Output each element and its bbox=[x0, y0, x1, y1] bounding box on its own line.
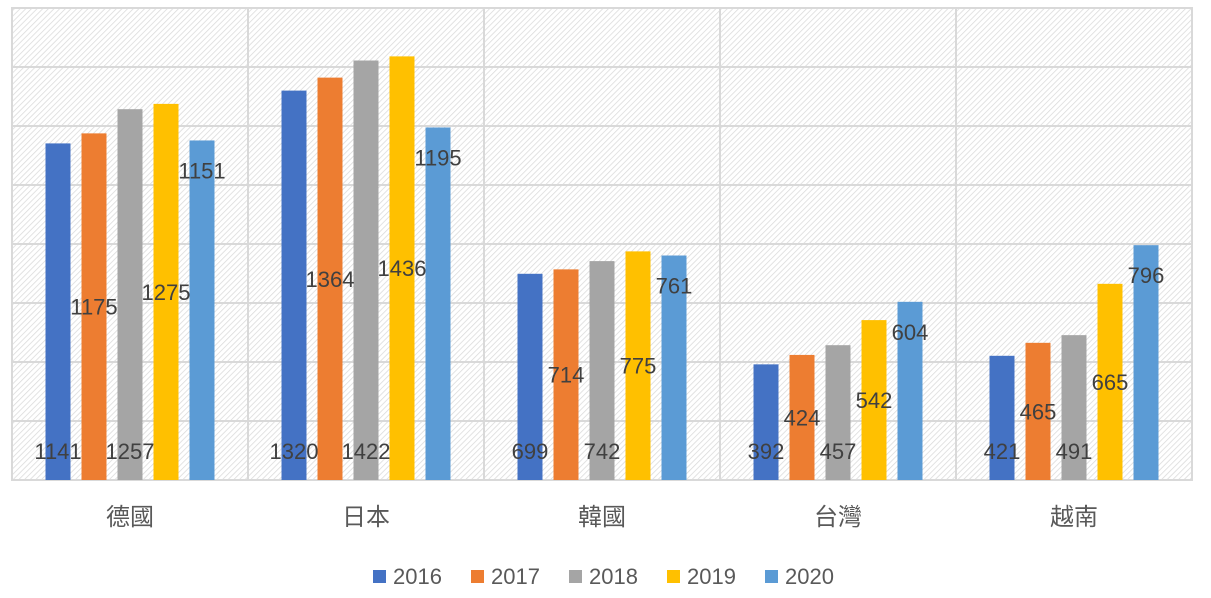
x-tick-label: 台灣 bbox=[814, 504, 862, 531]
bar-2019 bbox=[389, 56, 415, 480]
data-label: 742 bbox=[584, 439, 621, 464]
bar-2018 bbox=[825, 345, 851, 480]
bar-2016 bbox=[753, 364, 779, 480]
data-label: 457 bbox=[820, 439, 857, 464]
legend-label: 2016 bbox=[393, 564, 442, 589]
data-label: 1320 bbox=[270, 439, 319, 464]
legend-label: 2017 bbox=[491, 564, 540, 589]
bar-2017 bbox=[81, 133, 107, 480]
legend-swatch-2016 bbox=[373, 570, 386, 583]
bar-2019 bbox=[625, 251, 651, 480]
bar-2018 bbox=[1061, 335, 1087, 480]
data-label: 424 bbox=[784, 405, 821, 430]
data-label: 1257 bbox=[106, 439, 155, 464]
data-label: 796 bbox=[1128, 263, 1165, 288]
data-label: 1364 bbox=[306, 267, 355, 292]
bar-2020 bbox=[897, 301, 923, 480]
data-label: 1275 bbox=[142, 280, 191, 305]
legend-label: 2020 bbox=[785, 564, 834, 589]
bar-2018 bbox=[117, 109, 143, 480]
bar-2016 bbox=[517, 273, 543, 480]
data-label: 421 bbox=[984, 439, 1021, 464]
bar-2020 bbox=[661, 255, 687, 480]
bar-2018 bbox=[589, 261, 615, 480]
data-label: 665 bbox=[1092, 370, 1129, 395]
data-label: 761 bbox=[656, 274, 693, 299]
data-label: 491 bbox=[1056, 439, 1093, 464]
data-label: 714 bbox=[548, 363, 585, 388]
bar-2017 bbox=[1025, 342, 1051, 480]
bar-2019 bbox=[861, 320, 887, 480]
legend-label: 2019 bbox=[687, 564, 736, 589]
bar-2016 bbox=[989, 355, 1015, 480]
legend-swatch-2020 bbox=[765, 570, 778, 583]
data-label: 1141 bbox=[34, 439, 81, 464]
data-label: 699 bbox=[512, 439, 549, 464]
data-label: 392 bbox=[748, 439, 785, 464]
legend-label: 2018 bbox=[589, 564, 638, 589]
bar-2020 bbox=[189, 140, 215, 480]
bar-2018 bbox=[353, 60, 379, 480]
bar-2016 bbox=[281, 90, 307, 480]
x-tick-label: 日本 bbox=[342, 504, 390, 531]
data-label: 1422 bbox=[342, 439, 391, 464]
x-tick-label: 德國 bbox=[106, 504, 154, 531]
legend-swatch-2017 bbox=[471, 570, 484, 583]
data-label: 1151 bbox=[178, 158, 225, 183]
legend-swatch-2019 bbox=[667, 570, 680, 583]
bar-2020 bbox=[1133, 245, 1159, 480]
bar-2020 bbox=[425, 127, 451, 480]
bar-2017 bbox=[317, 77, 343, 481]
x-tick-label: 韓國 bbox=[578, 504, 626, 531]
data-label: 465 bbox=[1020, 399, 1057, 424]
data-label: 1436 bbox=[378, 256, 427, 281]
data-label: 542 bbox=[856, 388, 893, 413]
bar-2017 bbox=[789, 354, 815, 480]
data-label: 1175 bbox=[70, 295, 117, 320]
legend-swatch-2018 bbox=[569, 570, 582, 583]
data-label: 1195 bbox=[414, 145, 461, 170]
data-label: 775 bbox=[620, 354, 657, 379]
x-tick-label: 越南 bbox=[1050, 504, 1098, 531]
bar-2017 bbox=[553, 269, 579, 480]
bar-2019 bbox=[1097, 283, 1123, 480]
bar-2019 bbox=[153, 103, 179, 480]
data-label: 604 bbox=[892, 320, 929, 345]
bar-2016 bbox=[45, 143, 71, 480]
